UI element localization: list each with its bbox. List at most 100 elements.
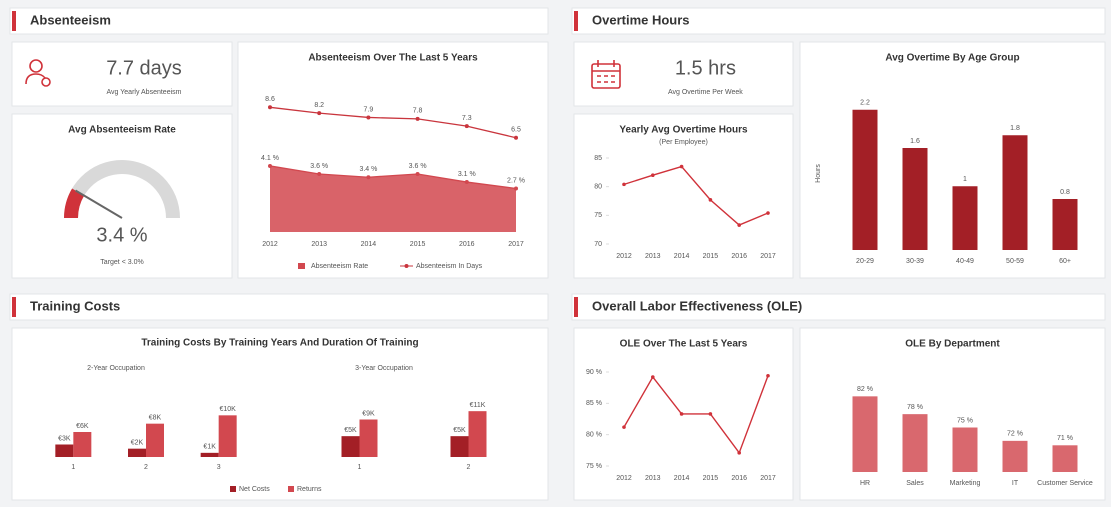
data-label: €5K <box>344 427 357 434</box>
kpi-card <box>573 41 794 107</box>
y-tick-label: 90 % <box>586 369 602 376</box>
x-tick-label: HR <box>860 480 870 487</box>
point <box>464 124 469 129</box>
section-marker <box>12 297 16 317</box>
x-tick-label: 2017 <box>760 475 776 482</box>
x-tick-label: 50-59 <box>1006 258 1024 265</box>
section-marker <box>574 11 578 31</box>
chart-panel <box>573 113 794 279</box>
x-tick-label: 2012 <box>616 475 632 482</box>
data-label: 7.8 <box>413 108 423 115</box>
kpi-label: Avg Overtime Per Week <box>668 89 743 96</box>
x-tick-label: 2015 <box>703 253 719 260</box>
area <box>270 165 516 232</box>
data-label: 1.6 <box>910 138 920 145</box>
x-tick-label: 3 <box>217 464 221 471</box>
x-tick-label: 2012 <box>616 253 632 260</box>
x-tick-label: 2015 <box>703 475 719 482</box>
legend-swatch <box>288 486 294 492</box>
point <box>415 172 420 176</box>
x-tick-label: Sales <box>906 480 924 487</box>
point <box>708 198 713 202</box>
data-label: 2.7 % <box>507 177 525 184</box>
bar <box>1052 199 1078 250</box>
point <box>766 373 770 378</box>
data-label: 75 % <box>957 417 973 424</box>
point <box>622 425 626 429</box>
legend-swatch <box>298 263 305 269</box>
bar <box>902 414 928 472</box>
point <box>651 173 655 177</box>
point <box>679 412 684 416</box>
chart-title: OLE Over The Last 5 Years <box>620 339 748 350</box>
data-label: €2K <box>131 440 144 447</box>
x-tick-label: 20-29 <box>856 258 874 265</box>
bar <box>1052 445 1078 472</box>
chart-panel <box>11 113 233 279</box>
section-marker <box>12 11 16 31</box>
y-tick-label: 80 % <box>586 432 602 439</box>
section-title: Training Costs <box>30 298 120 313</box>
calendar-icon <box>591 60 621 89</box>
point <box>766 211 770 215</box>
bar <box>1002 135 1028 250</box>
data-label: 7.9 <box>364 106 374 113</box>
icons <box>25 59 621 89</box>
x-tick-label: 60+ <box>1059 258 1071 265</box>
legend-swatch <box>404 264 409 268</box>
y-tick-label: 75 <box>594 212 602 219</box>
x-tick-label: 2015 <box>410 241 426 248</box>
x-tick-label: 2014 <box>674 253 690 260</box>
bar <box>359 419 378 457</box>
section-header <box>571 293 1106 321</box>
x-tick-label: 2013 <box>645 475 661 482</box>
kpi-card <box>11 41 233 107</box>
x-tick-label: 2016 <box>459 241 475 248</box>
x-tick-label: 2016 <box>731 253 747 260</box>
data-label: 71 % <box>1057 435 1073 442</box>
point <box>737 451 741 455</box>
group-subtitle: 2-Year Occupation <box>87 365 145 372</box>
y-tick-label: 80 <box>594 184 602 191</box>
x-tick-label: Marketing <box>950 480 981 487</box>
x-tick-label: 2017 <box>508 241 524 248</box>
bar <box>55 444 74 457</box>
kpi-value: 7.7 days <box>106 57 182 79</box>
section-header <box>9 7 549 35</box>
point <box>651 375 655 379</box>
data-label: €10K <box>219 406 236 413</box>
section-header <box>571 7 1106 35</box>
data-label: 8.6 <box>265 96 275 103</box>
y-tick-label: 85 % <box>586 400 602 407</box>
bar <box>852 396 878 472</box>
gauge-value <box>64 188 85 218</box>
x-tick-label: 2 <box>467 464 471 471</box>
data-label: €11K <box>470 402 486 409</box>
data-label: €3K <box>58 435 71 442</box>
chart-title: Training Costs By Training Years And Dur… <box>141 338 418 349</box>
gauge-value-label: 3.4 % <box>96 224 147 246</box>
data-label: 3.4 % <box>359 166 377 173</box>
data-label: 82 % <box>857 386 873 393</box>
point <box>317 111 322 116</box>
data-label: 78 % <box>907 404 923 411</box>
data-label: €6K <box>76 423 89 430</box>
group-subtitle: 3-Year Occupation <box>355 365 413 372</box>
x-tick-label: 2014 <box>361 241 377 248</box>
data-label: 0.8 <box>1060 189 1070 196</box>
kpi-label: Avg Yearly Absenteeism <box>107 89 182 96</box>
point <box>366 175 371 180</box>
data-label: 4.1 % <box>261 155 279 162</box>
point <box>366 115 371 120</box>
data-label: €1K <box>203 444 216 451</box>
x-tick-label: Customer Service <box>1037 480 1093 487</box>
bar <box>450 436 469 457</box>
data-label: 7.3 <box>462 115 472 122</box>
data-label: 2.2 <box>860 100 870 107</box>
chart-title: Yearly Avg Overtime Hours <box>619 125 748 136</box>
data-label: 1 <box>963 176 967 183</box>
y-tick-label: 70 <box>594 241 602 248</box>
point <box>679 164 684 169</box>
point <box>514 135 518 140</box>
